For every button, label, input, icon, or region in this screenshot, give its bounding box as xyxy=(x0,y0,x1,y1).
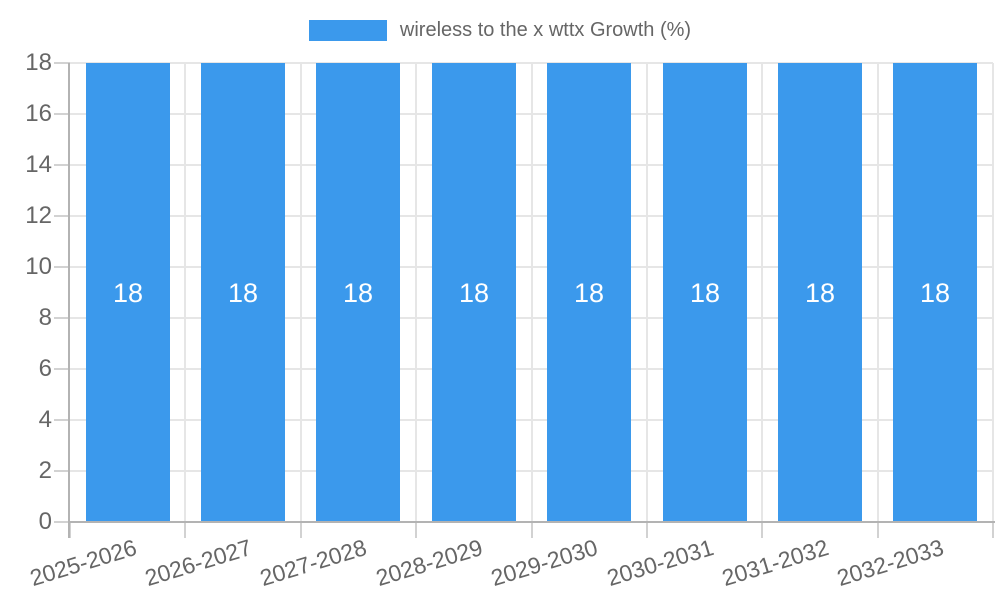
legend-swatch xyxy=(308,20,387,41)
x-tick-label: 2032-2033 xyxy=(833,534,947,592)
x-axis-tick xyxy=(646,522,648,538)
x-tick-label: 2030-2031 xyxy=(603,534,717,592)
x-axis-tick xyxy=(531,522,533,538)
x-tick-label: 2025-2026 xyxy=(26,534,140,592)
gridline-vertical xyxy=(877,63,879,522)
bar[interactable] xyxy=(316,63,400,521)
bar-value-label: 18 xyxy=(227,278,259,308)
x-axis-tick xyxy=(415,522,417,538)
bar-value-label: 18 xyxy=(112,278,144,308)
y-axis-tick xyxy=(54,62,70,64)
y-tick-label: 2 xyxy=(38,457,52,484)
y-axis-tick xyxy=(54,215,70,217)
bar-value-label: 18 xyxy=(689,278,721,308)
x-tick-label: 2029-2030 xyxy=(487,534,601,592)
y-axis-tick xyxy=(54,164,70,166)
y-tick-label: 10 xyxy=(25,253,52,280)
x-axis-tick xyxy=(69,522,71,538)
bar[interactable] xyxy=(893,63,977,521)
x-axis-tick xyxy=(761,522,763,538)
y-axis-tick xyxy=(54,317,70,319)
bar[interactable] xyxy=(778,63,862,521)
y-axis-tick xyxy=(54,113,70,115)
y-axis-line xyxy=(68,63,70,538)
gridline-vertical xyxy=(531,63,533,522)
y-tick-label: 18 xyxy=(25,49,52,76)
y-tick-label: 8 xyxy=(38,304,52,331)
y-tick-label: 0 xyxy=(38,508,52,535)
y-tick-label: 6 xyxy=(38,355,52,382)
legend-label: wireless to the x wttx Growth (%) xyxy=(399,19,692,41)
y-tick-label: 12 xyxy=(25,202,52,229)
bar-value-label: 18 xyxy=(342,278,374,308)
gridline-vertical xyxy=(992,63,994,522)
bar-value-label: 18 xyxy=(573,278,605,308)
y-axis-tick xyxy=(54,470,70,472)
x-tick-label: 2027-2028 xyxy=(256,534,370,592)
y-axis-tick xyxy=(54,266,70,268)
y-tick-label: 4 xyxy=(38,406,52,433)
gridline-vertical xyxy=(184,63,186,522)
y-axis-tick xyxy=(54,419,70,421)
x-tick-label: 2031-2032 xyxy=(718,534,832,592)
bar-value-label: 18 xyxy=(458,278,490,308)
gridline-vertical xyxy=(761,63,763,522)
bar[interactable] xyxy=(86,63,170,521)
y-tick-label: 16 xyxy=(25,100,52,127)
bar[interactable] xyxy=(663,63,747,521)
x-axis-tick xyxy=(992,522,994,538)
y-axis-tick xyxy=(54,521,70,523)
x-axis-tick xyxy=(184,522,186,538)
bar[interactable] xyxy=(201,63,285,521)
gridline-vertical xyxy=(646,63,648,522)
gridline-vertical xyxy=(415,63,417,522)
bar[interactable] xyxy=(547,63,631,521)
y-tick-label: 14 xyxy=(25,151,52,178)
gridline-vertical xyxy=(300,63,302,522)
y-axis-tick xyxy=(54,368,70,370)
chart-legend[interactable]: wireless to the x wttx Growth (%) xyxy=(0,19,1000,42)
bar[interactable] xyxy=(432,63,516,521)
x-axis-line xyxy=(68,521,995,523)
bar-value-label: 18 xyxy=(919,278,951,308)
x-tick-label: 2028-2029 xyxy=(372,534,486,592)
x-tick-label: 2026-2027 xyxy=(141,534,255,592)
x-axis-tick xyxy=(300,522,302,538)
bar-value-label: 18 xyxy=(804,278,836,308)
x-axis-tick xyxy=(877,522,879,538)
